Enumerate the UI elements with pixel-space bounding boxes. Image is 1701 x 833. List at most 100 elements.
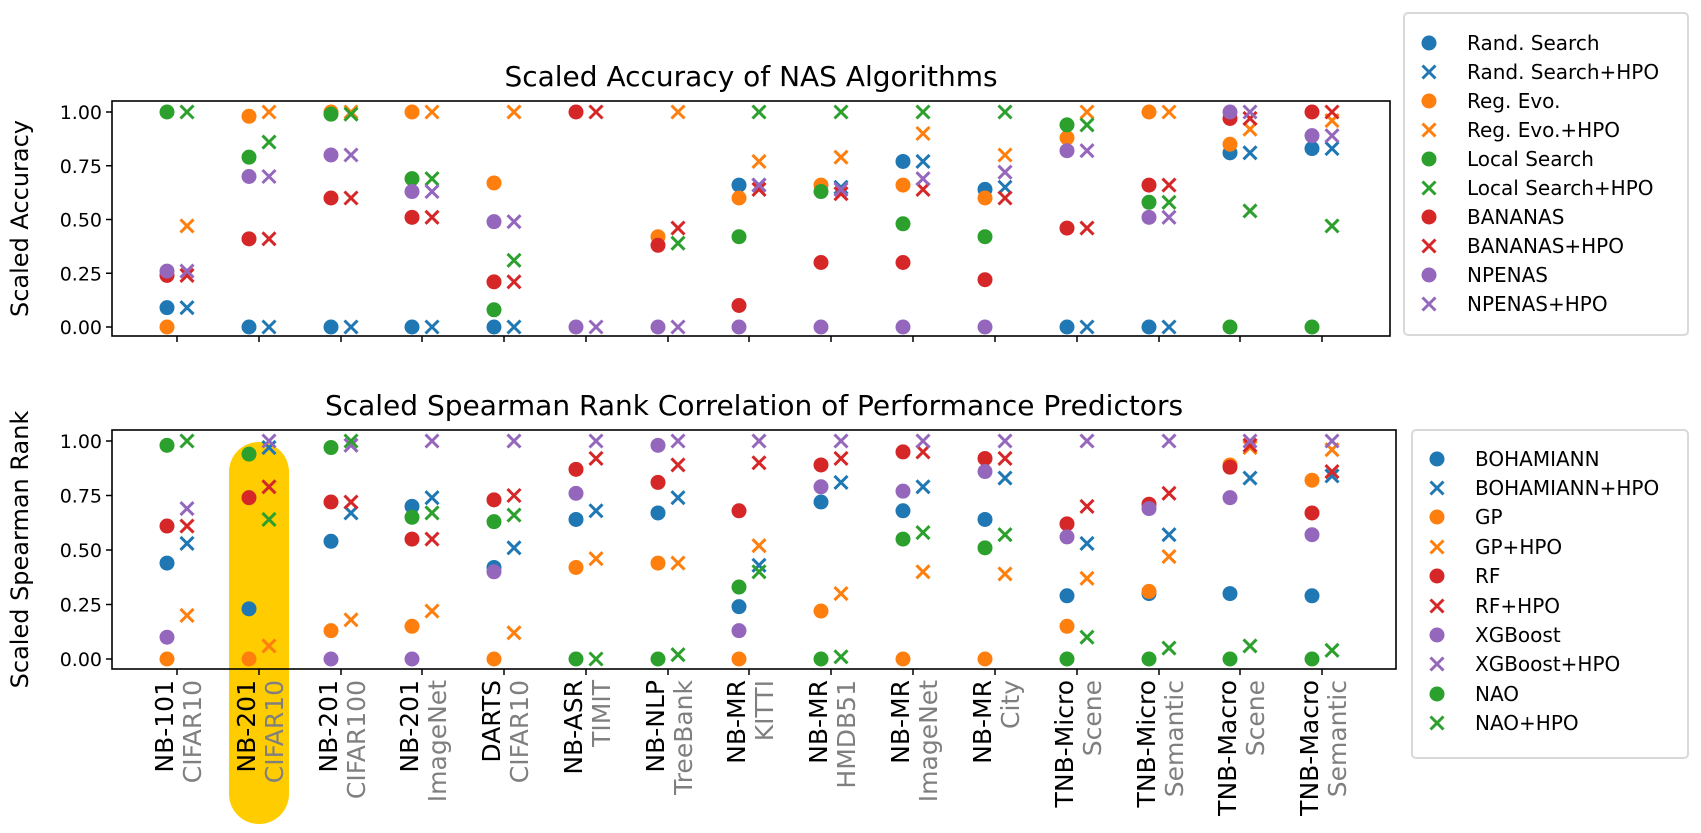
pred-nao-hpo-point [833,649,849,665]
x-category-label: NB-201 CIFAR10 [232,680,289,783]
nas-bananas-hpo-point-stroke [997,190,1013,206]
legend-marker [1421,93,1437,108]
pred-y-axis-label: Scaled Spearman Rank [6,411,34,689]
nas-reg-evo-hpo-point [997,147,1013,163]
pred-nao-hpo-point-stroke [343,433,359,449]
nas-reg-evo-point [1141,104,1157,120]
legend-label: RF [1475,564,1501,589]
nas-local-search-point [241,149,257,165]
x-category-benchmark: NB-201 [314,680,343,773]
legend-marker [1429,656,1445,672]
x-category-label: TNB-Micro Scene [1050,680,1107,808]
nas-reg-evo-hpo-point-stroke [997,147,1013,163]
nas-local-search-point [895,216,911,232]
pred-nao-hpo-point [915,524,931,541]
pred-rf-hpo-point-stroke [261,479,277,495]
nas-local-search-point [1304,319,1320,335]
nas-bananas-point [323,190,339,206]
pred-xgboost-hpo-point-stroke [833,433,849,449]
pred-bohamiann-hpo-point [670,490,686,506]
legend-item: BANANAS+HPO [1405,231,1687,260]
x-category-benchmark: NB-ASR [559,680,588,775]
nas-reg-evo-hpo-point [670,104,686,120]
pred-gp-point [486,651,502,667]
nas-bananas-hpo-point-stroke [588,104,604,120]
pred-nao-point [1222,651,1238,667]
nas-reg-evo-hpo-point-stroke [670,104,686,120]
pred-bohamiann-hpo-point [997,470,1013,486]
nas-bananas-hpo-point-stroke [1324,104,1340,120]
nas-local-search-hpo-point-stroke [424,171,440,187]
pred-gp-hpo-point [751,538,767,554]
pred-bohamiann-hpo-point [506,540,522,556]
nas-local-search-hpo-point [670,235,686,251]
nas-reg-evo-hpo-point-stroke [424,104,440,120]
pred-bohamiann-hpo-point-stroke [1161,527,1177,543]
predictors-legend: BOHAMIANN BOHAMIANN+HPO GP GP+HPO RF RF+HPO XG… [1411,429,1689,759]
pred-bohamiann-point [977,511,993,527]
nas-npenas-point [404,184,420,200]
pred-xgboost-point [813,479,829,495]
pred-rf-hpo-point [751,455,767,471]
pred-rf-point [241,490,257,506]
legend-marker [1421,35,1437,50]
nas-reg-evo-hpo-point [1079,104,1095,120]
pred-bohamiann-point [159,555,175,571]
pred-xgboost-point [895,483,911,499]
pred-rf-hpo-point-stroke [997,450,1013,467]
pred-rf-hpo-point-stroke [424,531,440,547]
legend-marker [1421,63,1437,80]
pred-nao-hpo-point [506,507,522,523]
nas-local-search-hpo-point-stroke [1079,117,1095,133]
nas-npenas-hpo-point-stroke [997,164,1013,180]
legend-item: XGBoost+HPO [1413,650,1687,679]
pred-xgboost-hpo-point-stroke [915,433,931,449]
pred-nao-hpo-point-stroke [997,527,1013,543]
pred-bohamiann-point [1304,588,1320,604]
nas-bananas-hpo-point [1079,220,1095,236]
pred-xgboost-point [1059,529,1075,545]
pred-rf-point [159,518,175,534]
nas-npenas-hpo-point-stroke [1324,128,1340,144]
nas-rand-search-hpo-point [1161,319,1177,335]
nas-local-search-point [159,104,175,120]
legend-marker [1421,151,1437,166]
pred-nao-hpo-point [997,527,1013,543]
nas-reg-evo-hpo-point-stroke [506,104,522,120]
pred-bohamiann-hpo-point-stroke [1242,470,1258,486]
x-category-dataset: TreeBank [669,679,698,795]
pred-gp-hpo-point [1161,548,1177,565]
pred-nao-hpo-point-stroke [588,651,604,667]
nas-bananas-hpo-point [179,267,195,283]
nas-npenas-hpo-point [833,181,849,197]
pred-rf-hpo-point [424,531,440,547]
nas-reg-evo-point [977,190,993,206]
pred-rf-point [1304,505,1320,521]
legend-marker [1429,627,1445,643]
pred-gp-hpo-point-stroke [179,607,195,623]
nas-rand-search-hpo-point [1079,319,1095,335]
pred-xgboost-point [731,623,747,639]
nas-local-search-point [977,229,993,245]
nas-bananas-hpo-point-stroke [343,190,359,206]
nas-bananas-hpo-point [424,209,440,225]
nas-y-axis-label: Scaled Accuracy [6,120,34,317]
legend-marker-shape-stroke [1421,237,1437,254]
legend-item: Rand. Search+HPO [1405,57,1687,86]
pred-gp-hpo-point [833,586,849,602]
pred-gp-hpo-point-stroke [343,612,359,628]
pred-bohamiann-hpo-point-stroke [261,439,277,456]
nas-npenas-hpo-point-stroke [343,147,359,163]
nas-local-search-hpo-point [751,104,767,120]
nas-rand-search-point [404,319,420,335]
pred-rf-hpo-point [343,494,359,510]
nas-reg-evo-hpo-point-stroke [751,153,767,170]
legend-marker-shape [1421,93,1437,108]
x-category-benchmark: DARTS [477,680,506,763]
nas-bananas-point [895,255,911,270]
pred-gp-hpo-point [588,551,604,567]
nas-npenas-hpo-point [179,263,195,279]
nas-bananas-hpo-point [1242,110,1258,127]
nas-local-search-hpo-point-stroke [343,106,359,122]
nas-bananas-hpo-point [261,231,277,247]
